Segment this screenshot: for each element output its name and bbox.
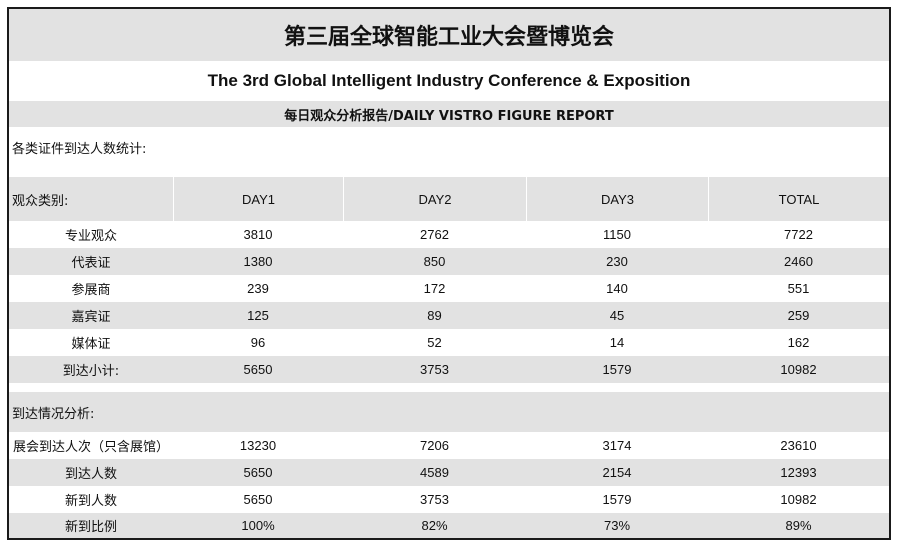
total-value: 23610 — [780, 438, 817, 453]
day2-value: 4589 — [420, 465, 449, 480]
section-attendance-by-badge-label: 各类证件到达人数统计: — [12, 141, 147, 157]
day1-value: 5650 — [243, 362, 273, 377]
section-arrival-analysis-label: 到达情况分析: — [9, 392, 889, 432]
total-value: 89% — [785, 518, 812, 533]
row-label: 专业观众 — [64, 229, 117, 244]
day1-value: 239 — [247, 281, 269, 296]
total-value: 162 — [787, 335, 810, 350]
day3-value: 1579 — [602, 362, 632, 377]
day3-value: 73% — [603, 518, 631, 533]
column-header-day3: DAY3 — [526, 177, 708, 221]
table-row: 代表证 1380 850 230 2460 — [9, 248, 889, 275]
total-value: 10982 — [780, 492, 817, 507]
day2-value: 89 — [427, 308, 442, 323]
day2-value: 82% — [421, 518, 448, 533]
table-row: 参展商 239 172 140 551 — [9, 275, 889, 302]
table-row: 到达人数 5650 4589 2154 12393 — [9, 459, 889, 486]
row-label: 到达人数 — [64, 467, 117, 482]
row-label: 嘉宾证 — [71, 310, 111, 325]
day3-value: 140 — [606, 281, 628, 296]
day3-value: 230 — [606, 254, 628, 269]
day1-value: 1380 — [243, 254, 273, 269]
table-row: 专业观众 3810 2762 1150 7722 — [9, 221, 889, 248]
report-title-en: The 3rd Global Intelligent Industry Conf… — [207, 71, 691, 90]
row-label: 参展商 — [71, 283, 111, 298]
day2-value: 3753 — [420, 492, 449, 507]
day1-value: 125 — [247, 308, 269, 323]
table-row: 媒体证 96 52 14 162 — [9, 329, 889, 356]
day3-value: 14 — [609, 335, 625, 350]
table-row: 新到人数 5650 3753 1579 10982 — [9, 486, 889, 513]
table-row: 展会到达人次（只含展馆） 13230 7206 3174 23610 — [9, 432, 889, 459]
column-header-category: 观众类别: — [12, 193, 69, 209]
day1-value: 5650 — [243, 465, 273, 480]
day1-value: 5650 — [243, 492, 273, 507]
row-label: 新到人数 — [64, 494, 117, 509]
row-label: 展会到达人次（只含展馆） — [12, 440, 169, 455]
report-title-zh: 第三届全球智能工业大会暨博览会 — [9, 9, 889, 61]
column-header-day1: DAY1 — [173, 177, 343, 221]
total-value: 551 — [787, 281, 810, 296]
day3-value: 1150 — [603, 227, 631, 242]
day1-value: 100% — [241, 518, 275, 533]
total-value: 259 — [787, 308, 810, 323]
total-value: 2460 — [784, 254, 813, 269]
row-label: 代表证 — [71, 256, 111, 271]
row-label: 到达小计: — [62, 364, 120, 379]
day3-value: 1579 — [602, 492, 632, 507]
total-value: 10982 — [780, 362, 817, 377]
day1-value: 13230 — [239, 438, 277, 453]
total-value: 12393 — [780, 465, 817, 480]
day2-value: 7206 — [420, 438, 449, 453]
day2-value: 2762 — [420, 227, 449, 242]
total-value: 7722 — [784, 227, 813, 242]
table-row: 新到比例 100% 82% 73% 89% — [9, 513, 889, 538]
day2-value: 172 — [423, 281, 446, 296]
report-sheet: 第三届全球智能工业大会暨博览会 The 3rd Global Intellige… — [7, 7, 891, 540]
day2-value: 3753 — [420, 362, 449, 377]
day2-value: 850 — [423, 254, 446, 269]
table-row: 嘉宾证 125 89 45 259 — [9, 302, 889, 329]
column-header-total: TOTAL — [708, 177, 889, 221]
day2-value: 52 — [427, 335, 442, 350]
row-label: 新到比例 — [64, 520, 117, 535]
table-row-subtotal: 到达小计: 5650 3753 1579 10982 — [9, 356, 889, 383]
day3-value: 3174 — [602, 438, 632, 453]
report-subtitle: 每日观众分析报告/DAILY VISTRO FIGURE REPORT — [9, 101, 889, 127]
column-header-day2: DAY2 — [343, 177, 526, 221]
day1-value: 3810 — [243, 227, 273, 242]
day1-value: 96 — [250, 335, 266, 350]
day3-value: 2154 — [602, 465, 632, 480]
table-header-row: 观众类别: DAY1 DAY2 DAY3 TOTAL — [9, 177, 889, 221]
row-label: 媒体证 — [71, 337, 111, 352]
day3-value: 45 — [609, 308, 625, 323]
